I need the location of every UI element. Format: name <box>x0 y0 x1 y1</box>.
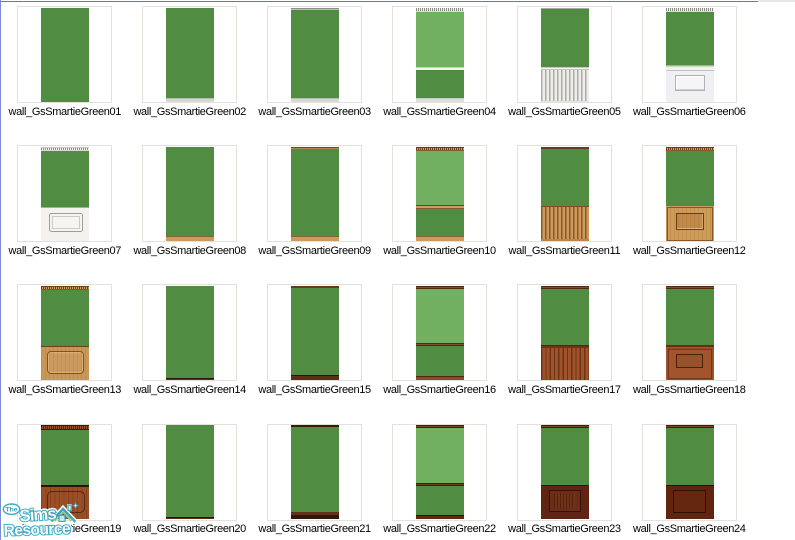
svg-text:Sims: Sims <box>19 505 57 526</box>
svg-text:The: The <box>5 507 17 514</box>
svg-text:Resource: Resource <box>3 520 71 539</box>
svg-text:Resource: Resource <box>3 520 71 539</box>
